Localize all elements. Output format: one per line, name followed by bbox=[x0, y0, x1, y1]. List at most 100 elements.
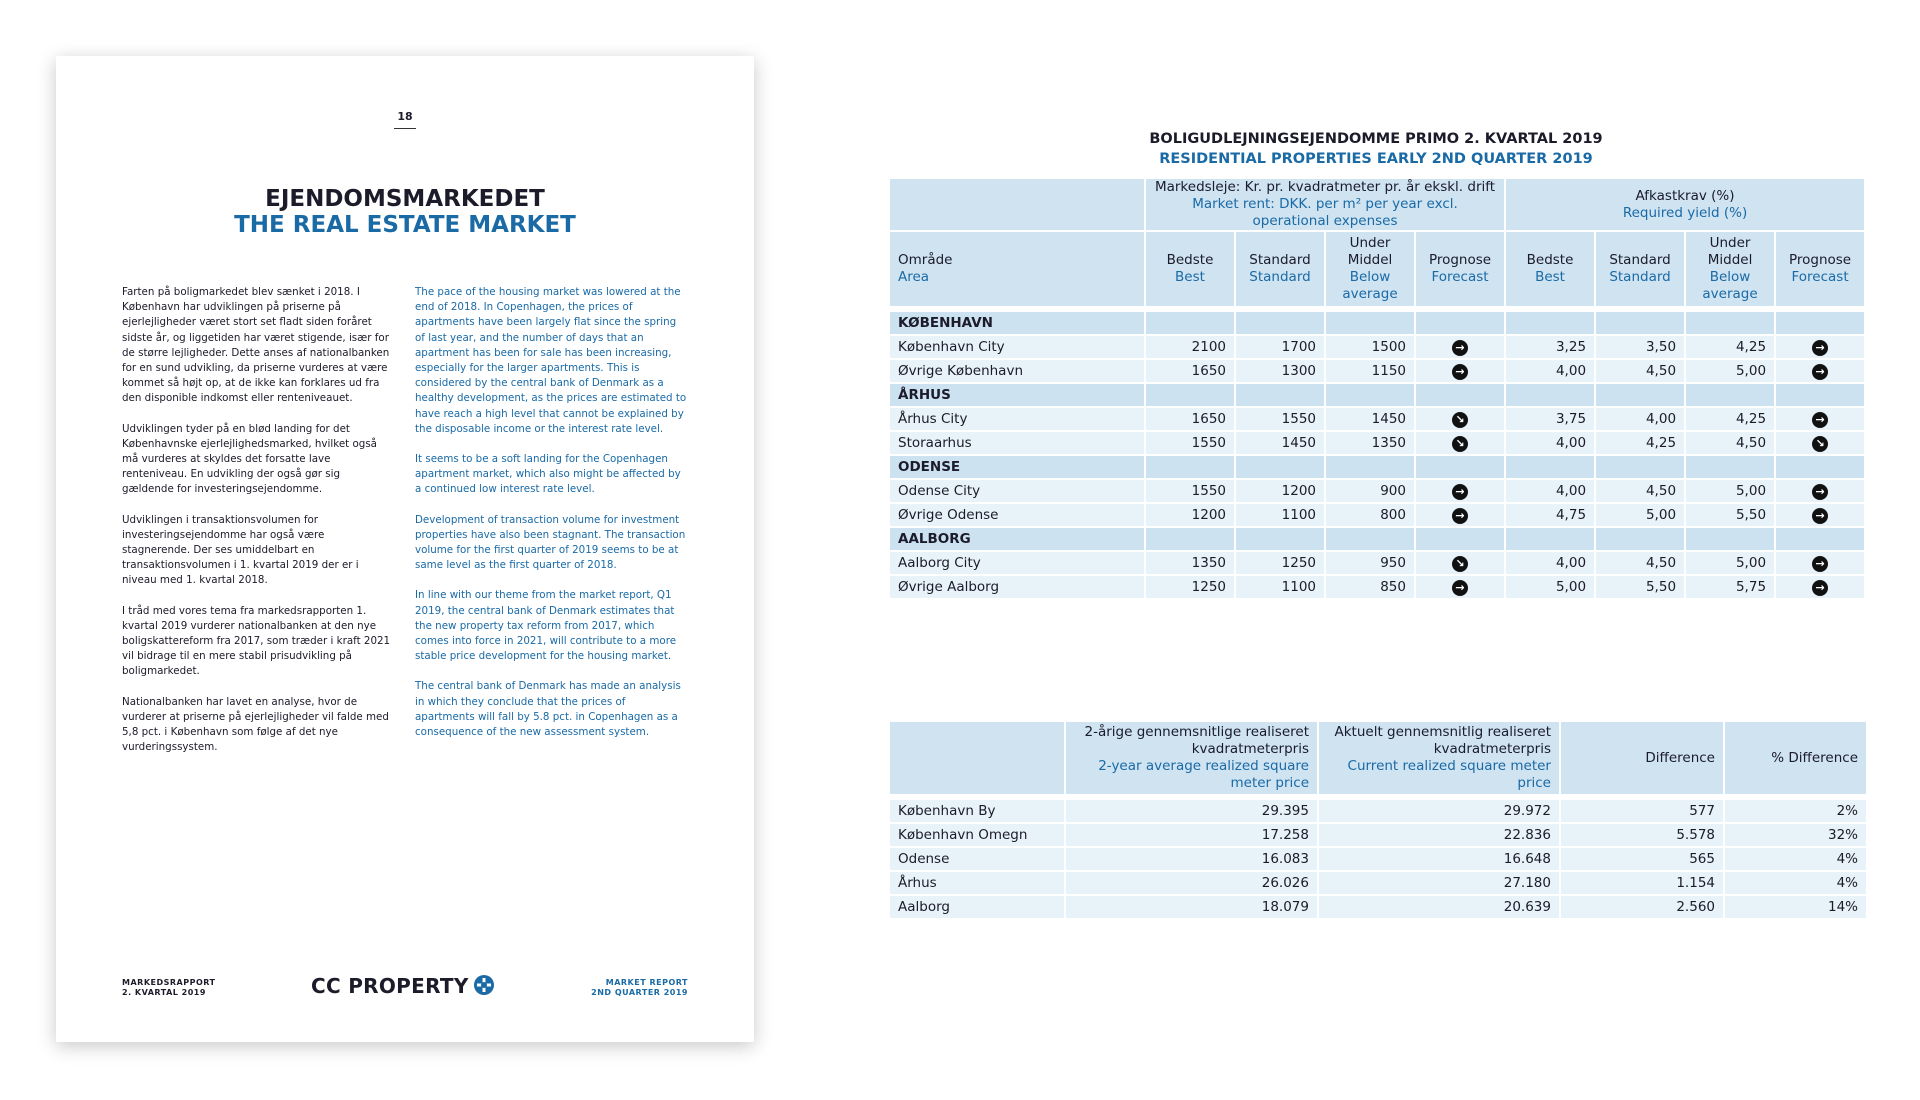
yield-value: 4,50 bbox=[1594, 358, 1687, 384]
rent-value: 1550 bbox=[1144, 430, 1236, 456]
title-block: EJENDOMSMARKEDET THE REAL ESTATE MARKET bbox=[56, 186, 754, 238]
data-row: Odense 16.083 16.648 565 4% bbox=[888, 846, 1868, 872]
yield-value: 5,50 bbox=[1594, 574, 1687, 600]
value: 26.026 bbox=[1064, 870, 1319, 896]
column-header: Aktuelt gennemsnitlig realiseret kvadrat… bbox=[1317, 720, 1561, 800]
rent-value: 1250 bbox=[1234, 550, 1326, 576]
forecast: → bbox=[1413, 502, 1507, 528]
section-cell bbox=[1234, 454, 1326, 480]
logo-icon bbox=[473, 975, 494, 995]
column-label: Under Middel bbox=[1347, 235, 1393, 268]
value: 14% bbox=[1723, 894, 1868, 920]
column-label-en: Forecast bbox=[1791, 269, 1849, 285]
page-number: 18 bbox=[397, 110, 413, 123]
group-label: Markedsleje: Kr. pr. kvadratmeter pr. år… bbox=[1154, 179, 1496, 195]
section-cell bbox=[1504, 526, 1597, 552]
group-header: Afkastkrav (%) Required yield (%) bbox=[1504, 177, 1867, 232]
divider bbox=[394, 128, 416, 129]
forecast: ↘ bbox=[1774, 430, 1867, 456]
forecast: → bbox=[1774, 478, 1867, 504]
area: Øvrige Odense bbox=[888, 502, 1146, 528]
yield-value: 4,00 bbox=[1594, 406, 1687, 432]
data-row: København By 29.395 29.972 577 2% bbox=[888, 796, 1868, 824]
column-header: Område Area bbox=[888, 230, 1146, 312]
area: Aalborg City bbox=[888, 550, 1146, 576]
price-table: 2-årige gennemsnitlige realiseret kvadra… bbox=[888, 720, 1868, 920]
value: 577 bbox=[1559, 796, 1725, 824]
section-cell bbox=[1144, 382, 1236, 408]
rent-value: 1250 bbox=[1144, 574, 1236, 600]
group-header-row: Markedsleje: Kr. pr. kvadratmeter pr. år… bbox=[888, 177, 1867, 232]
column-label: 2-årige gennemsnitlige realiseret kvadra… bbox=[1084, 724, 1309, 757]
section-cell bbox=[1234, 382, 1326, 408]
forecast-icon: → bbox=[1452, 483, 1469, 500]
paragraph: In line with our theme from the market r… bbox=[415, 589, 677, 663]
forecast: → bbox=[1413, 478, 1507, 504]
yield-value: 3,25 bbox=[1504, 334, 1597, 360]
area: København By bbox=[888, 796, 1066, 824]
section-row: KØBENHAVN bbox=[888, 308, 1867, 336]
column-header: Under Middel Below average bbox=[1324, 230, 1416, 312]
yield-value: 5,75 bbox=[1684, 574, 1777, 600]
value: 17.258 bbox=[1064, 822, 1319, 848]
section-cell bbox=[1144, 454, 1236, 480]
value: 27.180 bbox=[1317, 870, 1561, 896]
forecast-icon: ↘ bbox=[1452, 435, 1469, 452]
column-header-row: Område Area Bedste Best Standard Standard Unde… bbox=[888, 230, 1867, 312]
forecast: ↘ bbox=[1413, 550, 1507, 576]
rent-value: 1300 bbox=[1234, 358, 1326, 384]
forecast: ↘ bbox=[1413, 430, 1507, 456]
section-name: ODENSE bbox=[888, 454, 1146, 480]
paragraph: Development of transaction volume for in… bbox=[415, 513, 686, 572]
rent-value: 1500 bbox=[1324, 334, 1416, 360]
forecast: → bbox=[1774, 358, 1867, 384]
forecast-icon: → bbox=[1452, 363, 1469, 380]
value: 16.648 bbox=[1317, 846, 1561, 872]
data-row: København Omegn 17.258 22.836 5.578 32% bbox=[888, 822, 1868, 848]
data-row: Aalborg City 1350 1250 950 ↘ 4,00 4,50 5,00 → bbox=[888, 550, 1867, 576]
section-row: AALBORG bbox=[888, 526, 1867, 552]
subtitle: THE REAL ESTATE MARKET bbox=[234, 212, 576, 238]
section-cell bbox=[1324, 382, 1416, 408]
paragraph: Udviklingen tyder på en blød landing for… bbox=[122, 422, 377, 496]
forecast-icon: → bbox=[1452, 507, 1469, 524]
yield-value: 4,00 bbox=[1504, 478, 1597, 504]
yield-value: 4,25 bbox=[1684, 334, 1777, 360]
rent-value: 1550 bbox=[1144, 478, 1236, 504]
section-name: KØBENHAVN bbox=[888, 308, 1146, 336]
forecast-icon: → bbox=[1812, 507, 1829, 524]
column-label-en: Forecast bbox=[1431, 269, 1489, 285]
forecast: → bbox=[1413, 334, 1507, 360]
forecast-icon: ↘ bbox=[1452, 411, 1469, 428]
section-row: ODENSE bbox=[888, 454, 1867, 480]
rent-value: 850 bbox=[1324, 574, 1416, 600]
column-header: Bedste Best bbox=[1504, 230, 1597, 312]
paragraph: Farten på boligmarkedet blev sænket i 20… bbox=[122, 286, 390, 405]
column-header-row: 2-årige gennemsnitlige realiseret kvadra… bbox=[888, 720, 1868, 800]
section-cell bbox=[1774, 526, 1867, 552]
value: 32% bbox=[1723, 822, 1868, 848]
paragraph: The pace of the housing market was lower… bbox=[415, 286, 687, 435]
group-label-en: Market rent: DKK. per m² per year excl. … bbox=[1192, 196, 1458, 229]
rent-value: 1100 bbox=[1234, 574, 1326, 600]
forecast-icon: → bbox=[1812, 483, 1829, 500]
data-row: Storaarhus 1550 1450 1350 ↘ 4,00 4,25 4,50 ↘ bbox=[888, 430, 1867, 456]
footer-text: MARKEDSRAPPORT bbox=[122, 978, 216, 987]
data-row: København City 2100 1700 1500 → 3,25 3,50 4,25 → bbox=[888, 334, 1867, 360]
title: EJENDOMSMARKEDET bbox=[265, 186, 545, 212]
group-header: Markedsleje: Kr. pr. kvadratmeter pr. år… bbox=[1143, 177, 1507, 232]
column-label-en: Best bbox=[1535, 269, 1565, 285]
yield-value: 4,25 bbox=[1684, 406, 1777, 432]
forecast: → bbox=[1774, 334, 1867, 360]
area: Øvrige København bbox=[888, 358, 1146, 384]
area: Aalborg bbox=[888, 894, 1066, 920]
forecast-icon: → bbox=[1812, 363, 1829, 380]
section-cell bbox=[1774, 308, 1867, 336]
paragraph: It seems to be a soft landing for the Co… bbox=[415, 453, 681, 496]
column-label: Difference bbox=[1645, 749, 1715, 766]
area: Århus City bbox=[888, 406, 1146, 432]
column-label: Standard bbox=[1609, 252, 1671, 268]
paragraph: I tråd med vores tema fra markedsrapport… bbox=[122, 604, 391, 678]
section-cell bbox=[1504, 308, 1597, 336]
rent-value: 1350 bbox=[1324, 430, 1416, 456]
